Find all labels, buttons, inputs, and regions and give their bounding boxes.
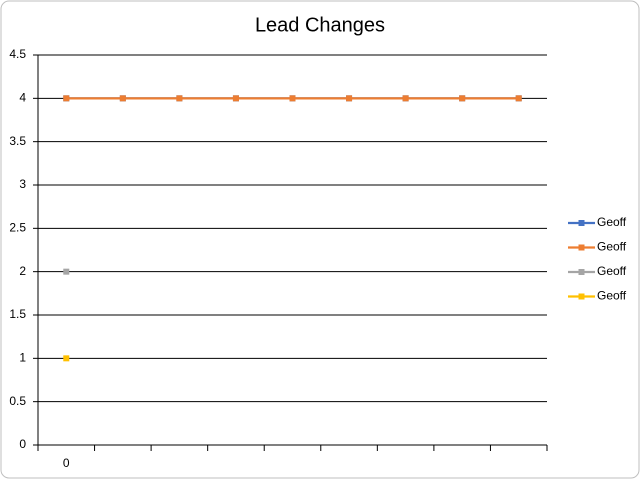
series-marker [289, 95, 296, 102]
y-tick-label: 3 [19, 177, 26, 191]
legend-marker [578, 293, 585, 300]
y-tick-label: 0.5 [9, 394, 26, 408]
y-tick-label: 4 [19, 91, 26, 105]
legend-marker [578, 244, 585, 251]
series-marker [402, 95, 409, 102]
y-tick-label: 3.5 [9, 134, 26, 148]
legend-label: Geoff [597, 264, 627, 278]
series-marker [176, 95, 183, 102]
legend-marker [578, 269, 585, 275]
chart-title: Lead Changes [255, 14, 385, 36]
series-marker [119, 95, 126, 102]
y-tick-label: 1.5 [9, 307, 26, 321]
y-tick-label: 2.5 [9, 221, 26, 235]
series-marker [515, 95, 522, 102]
legend-label: Geoff [597, 240, 627, 254]
y-tick-label: 1 [19, 351, 26, 365]
legend-marker [578, 220, 585, 226]
series-marker [232, 95, 239, 102]
series-marker [63, 95, 70, 102]
legend-label: Geoff [597, 289, 627, 303]
x-tick-label: 0 [63, 456, 70, 470]
series-marker [346, 95, 353, 102]
legend-label: Geoff [597, 215, 627, 229]
y-tick-label: 2 [19, 264, 26, 278]
series-marker [459, 95, 466, 102]
y-tick-label: 0 [19, 437, 26, 451]
series-marker [63, 355, 70, 362]
series-marker [63, 268, 70, 275]
y-tick-label: 4.5 [9, 47, 26, 61]
